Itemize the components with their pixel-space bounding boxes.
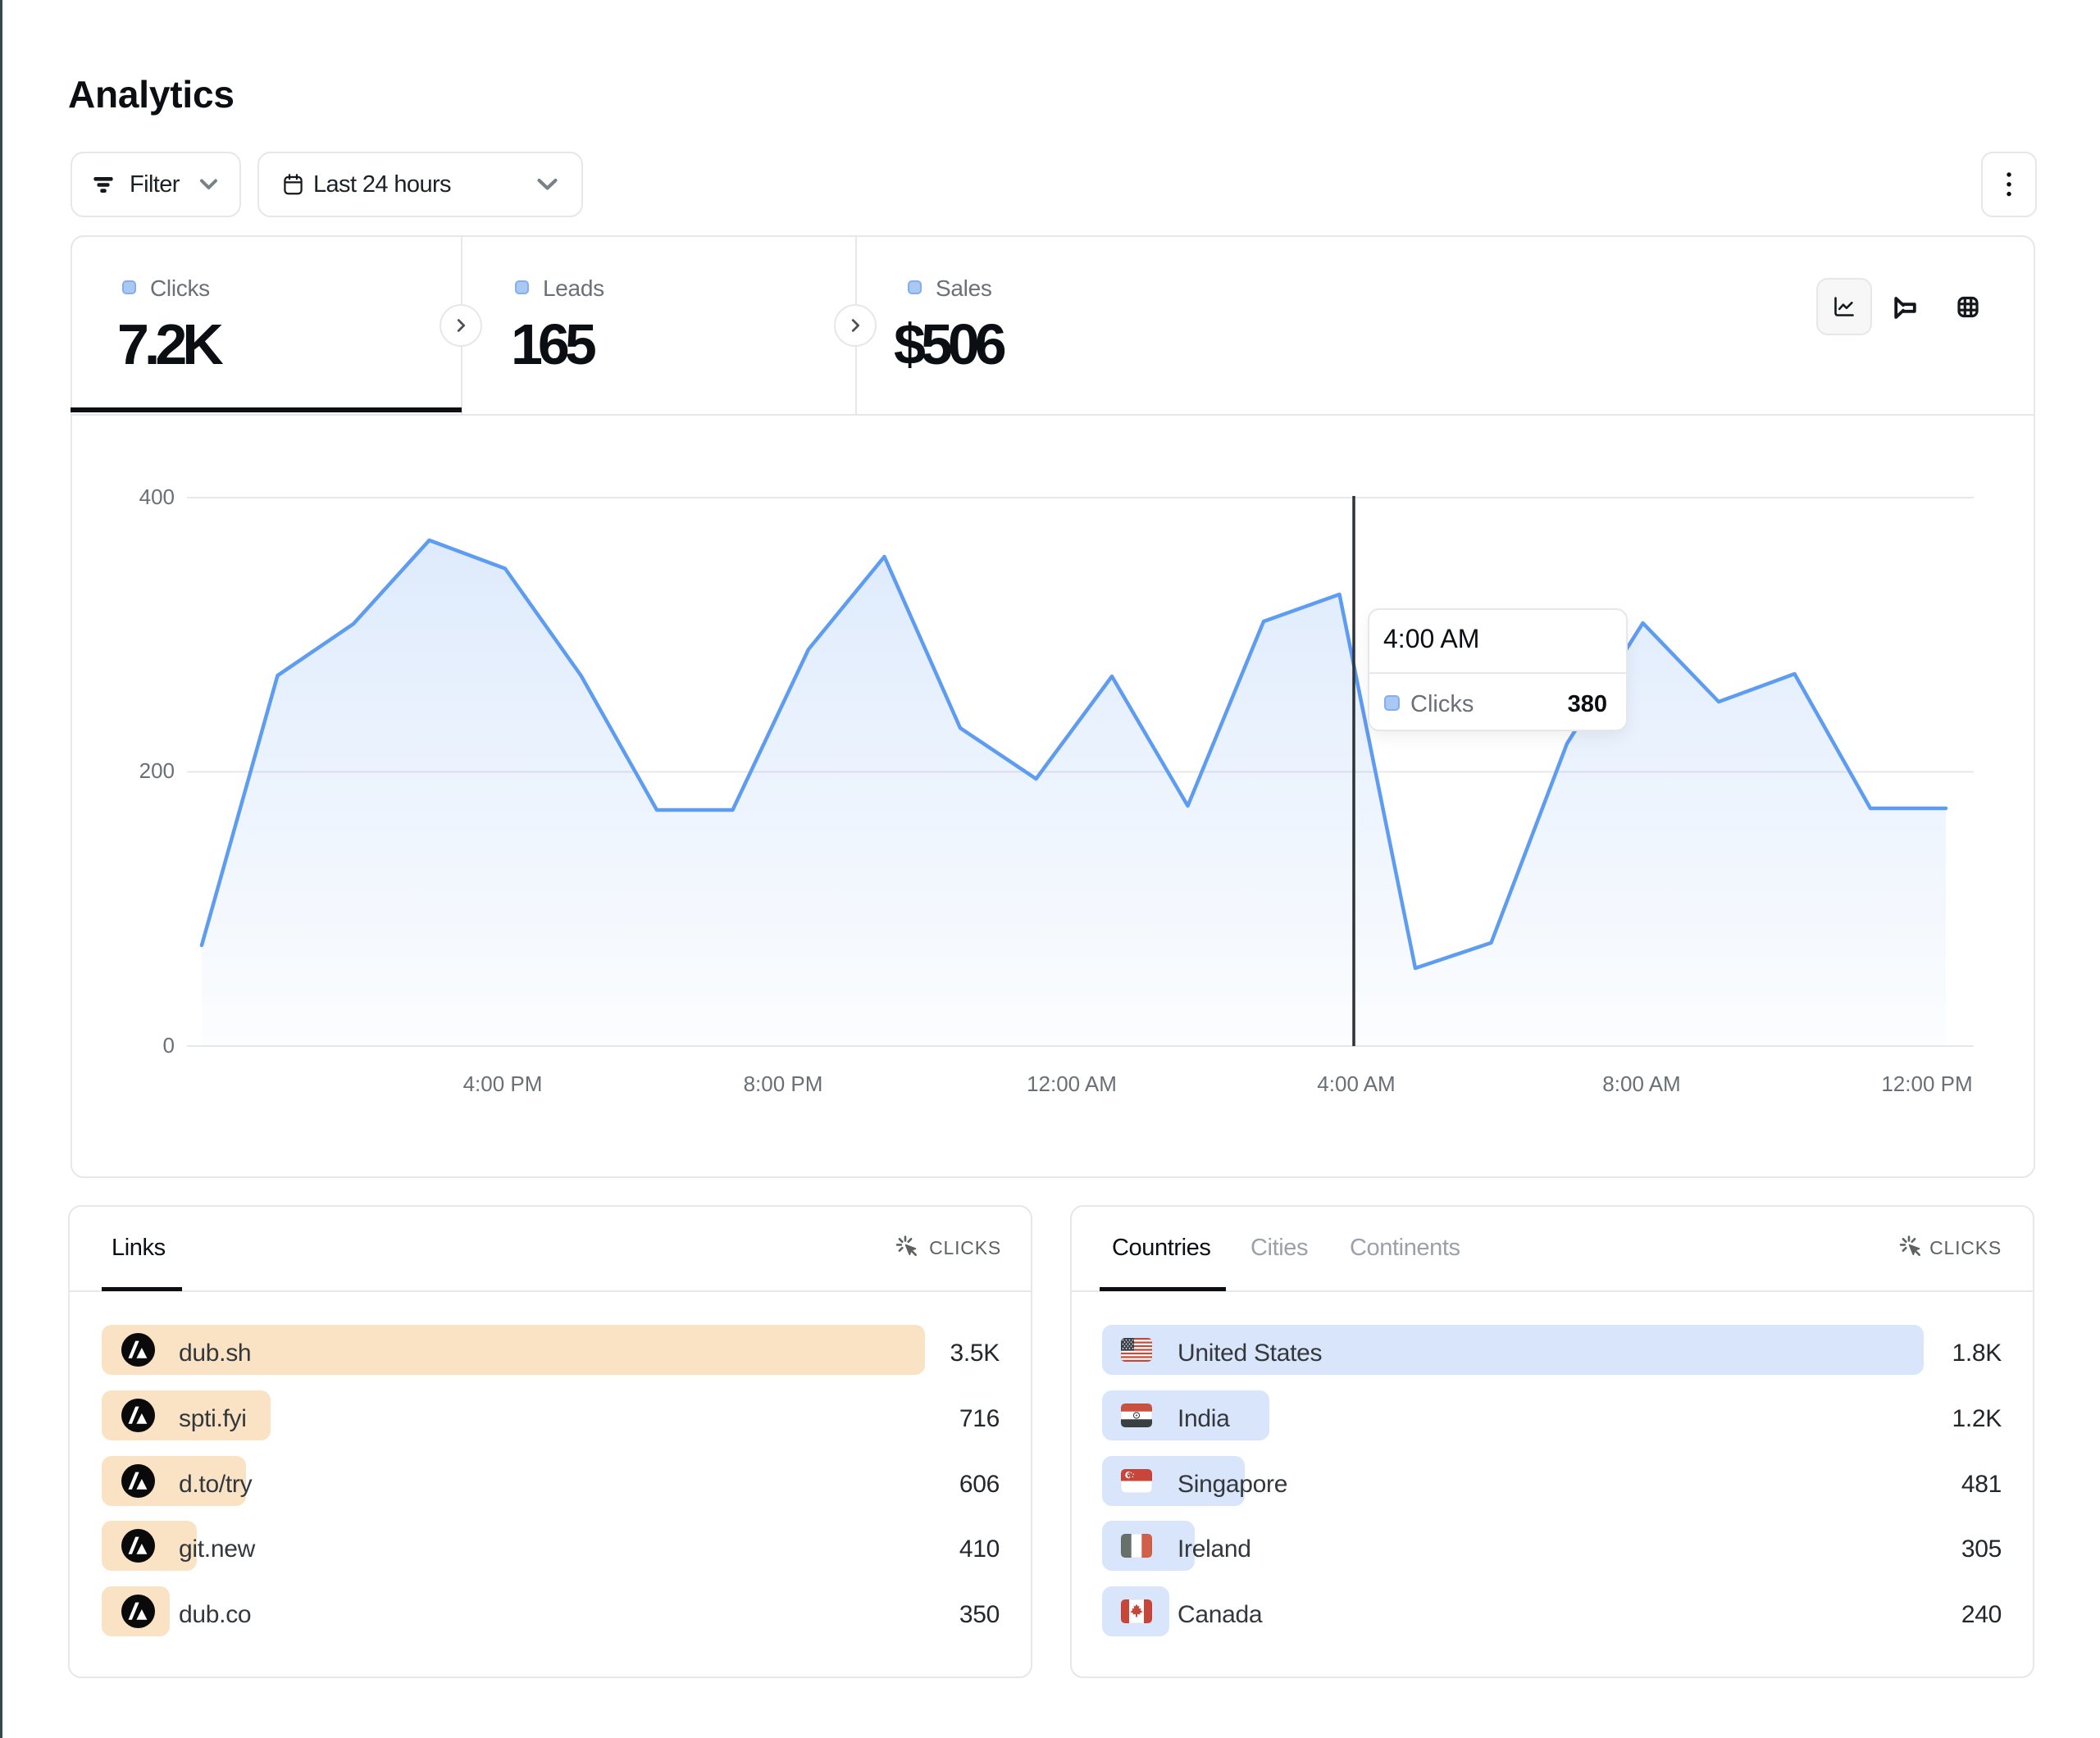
- svg-text:12:00 AM: 12:00 AM: [1027, 1071, 1117, 1096]
- svg-text:0: 0: [163, 1033, 175, 1058]
- svg-text:4:00 AM: 4:00 AM: [1317, 1071, 1395, 1096]
- svg-text:8:00 PM: 8:00 PM: [744, 1071, 823, 1096]
- svg-text:8:00 AM: 8:00 AM: [1602, 1071, 1680, 1096]
- svg-text:4:00 PM: 4:00 PM: [463, 1071, 543, 1096]
- svg-text:400: 400: [139, 485, 175, 509]
- svg-text:12:00 PM: 12:00 PM: [1881, 1071, 1972, 1096]
- svg-text:200: 200: [139, 758, 175, 783]
